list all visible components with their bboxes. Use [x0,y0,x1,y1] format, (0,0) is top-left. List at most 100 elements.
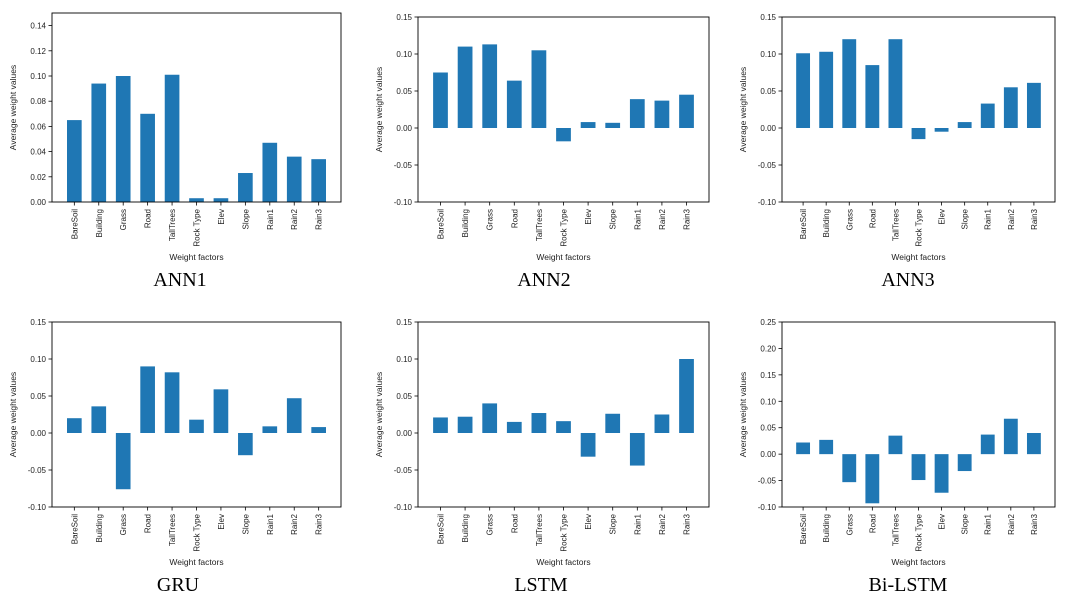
bar-baresoil [67,120,82,202]
y-tick-label: 0.14 [30,22,46,31]
bar-road [140,113,155,202]
x-tick-label-grass: Grass [119,514,128,535]
x-tick-label-elev: Elev [217,514,226,530]
bar-rain3 [311,427,326,433]
x-tick-label-rain1: Rain1 [266,208,275,229]
bar-rain2 [286,398,302,433]
bar-building [457,46,473,128]
x-tick-label-grass: Grass [486,514,495,535]
x-tick-label-baresoil: BareSoil [436,209,445,239]
y-tick-label: -0.10 [394,198,413,207]
x-tick-label-rain2: Rain2 [1007,208,1016,229]
x-tick-label-rain1: Rain1 [984,208,993,229]
y-tick-label: 0.20 [760,344,776,353]
bar-rain3 [679,94,694,128]
bar-rock-type [189,419,204,433]
bar-rain1 [629,99,645,128]
y-axis-title: Average weight values [374,67,384,152]
x-tick-label-building: Building [95,514,104,542]
y-tick-label: 0.10 [396,355,412,364]
y-tick-label: 0.00 [30,198,46,207]
x-tick-label-building: Building [95,209,104,237]
bar-building [819,51,834,128]
x-tick-label-rain3: Rain3 [1030,513,1039,534]
bar-talltrees [888,39,903,129]
x-tick-label-rain3: Rain3 [683,513,692,534]
bar-talltrees [164,372,180,433]
panel-ann2: -0.10 -0.05 0.00 0.05 0.10 0.15 BareSoil Buildi… [374,13,710,262]
y-tick-label: 0.05 [760,87,776,96]
x-axis-title: Weight factors [891,557,945,567]
bar-rain2 [286,156,302,202]
x-tick-label-slope: Slope [609,208,618,229]
x-tick-label-rock-type: Rock Type [560,513,569,551]
y-tick-label: 0.15 [760,13,776,22]
x-tick-label-rain1: Rain1 [633,513,642,534]
bar-rain1 [980,103,995,128]
y-tick-label: 0.05 [760,424,776,433]
y-axis-title: Average weight values [8,372,18,457]
y-tick-label: 0.25 [760,318,776,327]
x-tick-label-slope: Slope [609,513,618,534]
bar-building [457,416,473,433]
panel-ann1: 0.00 0.02 0.04 0.06 0.08 0.10 0.12 0.14 BareSoil… [8,12,342,262]
bar-rock-type [911,128,926,140]
bar-building [91,406,107,433]
y-tick-label: 0.00 [760,124,776,133]
x-tick-label-rain2: Rain2 [290,208,299,229]
bar-talltrees [888,435,903,455]
bar-rock-type [911,454,926,481]
x-tick-label-baresoil: BareSoil [799,514,808,544]
y-tick-label: -0.05 [394,466,413,475]
bar-road [865,454,880,504]
x-axis-title: Weight factors [891,252,945,262]
y-tick-label: 0.15 [396,318,412,327]
x-tick-label-baresoil: BareSoil [70,514,79,544]
x-tick-label-road: Road [144,514,153,533]
x-tick-label-building: Building [822,209,831,237]
bar-slope [238,173,253,202]
bar-baresoil [67,418,82,433]
bar-road [506,80,522,128]
bar-road [506,421,522,433]
x-tick-label-rain2: Rain2 [658,208,667,229]
x-tick-label-elev: Elev [938,514,947,530]
y-tick-label: 0.05 [396,87,412,96]
bar-slope [957,454,972,472]
x-tick-label-rock-type: Rock Type [193,513,202,551]
x-tick-label-grass: Grass [845,209,854,230]
y-tick-label: -0.05 [758,477,777,486]
bar-baresoil [433,417,448,433]
bar-rock-type [556,128,571,142]
y-tick-label: 0.08 [30,97,46,106]
bar-rain1 [629,433,645,466]
x-axis-title: Weight factors [169,252,223,262]
x-tick-label-baresoil: BareSoil [436,514,445,544]
x-tick-label-talltrees: TallTrees [891,209,900,241]
x-tick-label-talltrees: TallTrees [168,514,177,546]
y-tick-label: 0.04 [30,148,46,157]
y-tick-label: 0.10 [30,355,46,364]
bar-rain1 [262,142,278,202]
bar-grass [842,39,857,129]
x-tick-label-slope: Slope [241,513,250,534]
bar-slope [957,122,972,128]
bar-elev [580,122,596,128]
y-tick-label: 0.02 [30,173,46,182]
bar-rain1 [980,434,995,455]
y-tick-label: 0.15 [396,13,412,22]
bar-elev [934,454,949,493]
x-tick-label-rain1: Rain1 [984,513,993,534]
caption-ann3: ANN3 [881,269,935,291]
y-tick-label: 0.00 [396,429,412,438]
y-tick-label: 0.06 [30,122,46,131]
x-tick-label-rain2: Rain2 [658,513,667,534]
y-tick-label: 0.12 [30,47,46,56]
caption-gru: GRU [156,574,200,596]
x-axis-title: Weight factors [536,252,590,262]
bar-rain3 [1026,82,1041,128]
y-axis-title: Average weight values [8,65,18,150]
bar-elev [934,128,949,132]
bar-baresoil [796,53,811,129]
x-tick-label-rain3: Rain3 [1030,208,1039,229]
